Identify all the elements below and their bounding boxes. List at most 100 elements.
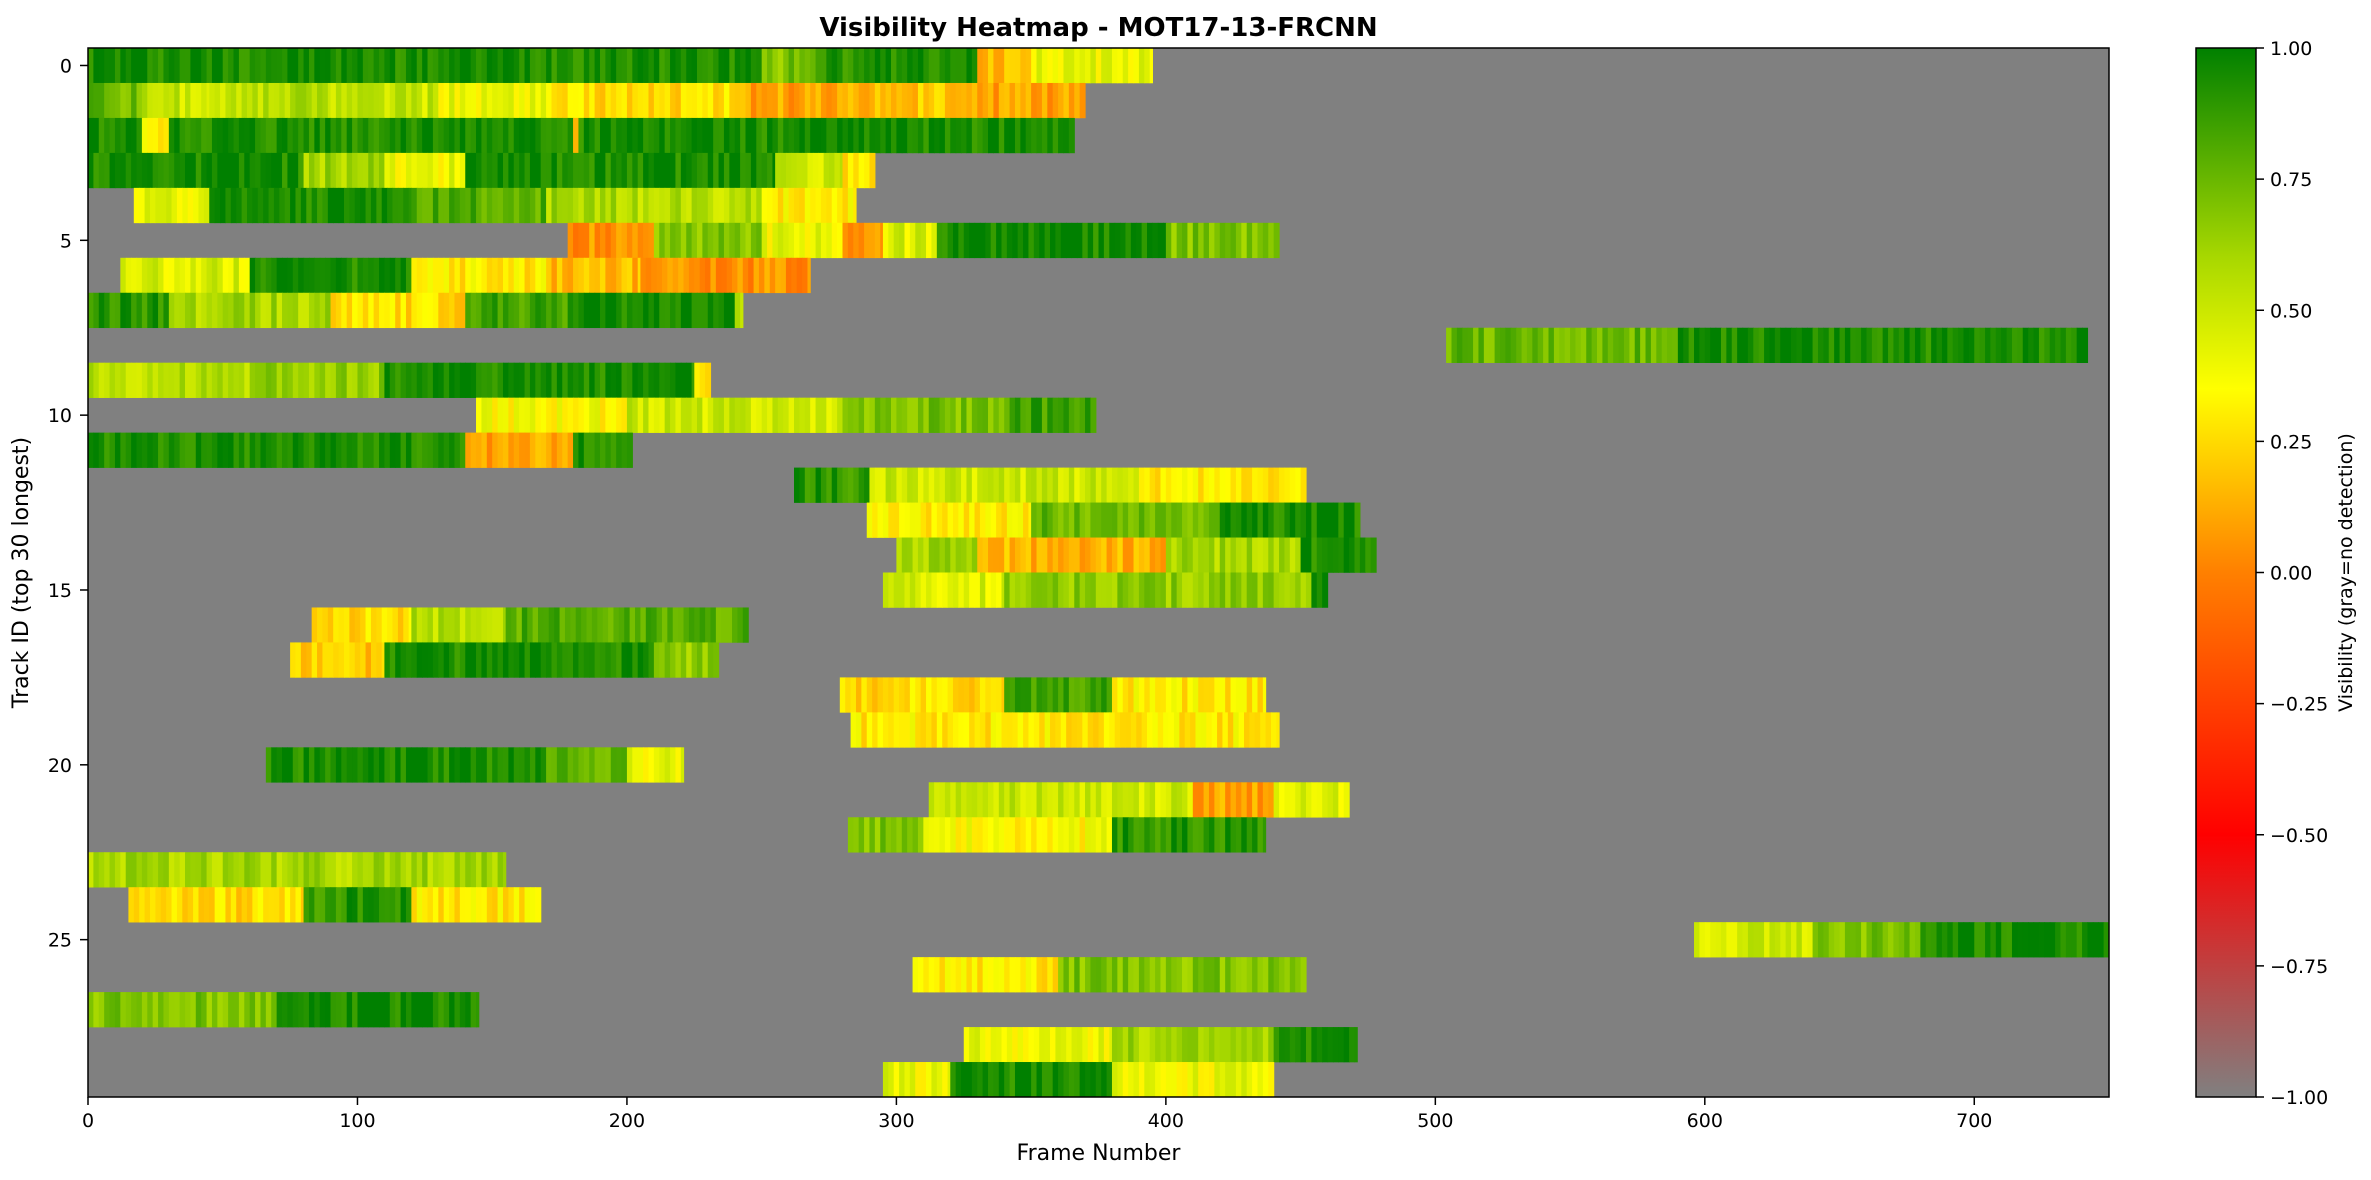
heatmap-cell (271, 292, 278, 329)
heatmap-cell (265, 432, 272, 468)
heatmap-cell (928, 467, 935, 503)
heatmap-cell (1114, 712, 1121, 748)
heatmap-cell (675, 747, 682, 783)
heatmap-cell (944, 817, 951, 853)
heatmap-cell (713, 117, 720, 154)
heatmap-cell (1017, 1027, 1024, 1063)
heatmap-cell (373, 48, 380, 84)
heatmap-cell (519, 887, 526, 923)
heatmap-cell (465, 887, 472, 923)
heatmap-cell (1023, 502, 1030, 538)
track-1-segment-6 (734, 82, 871, 119)
heatmap-cell (1117, 782, 1124, 818)
heatmap-cell (492, 187, 499, 224)
heatmap-cell (1235, 1027, 1242, 1063)
heatmap-cell (1343, 537, 1350, 573)
heatmap-cell (1114, 222, 1121, 259)
heatmap-cell (1085, 537, 1092, 573)
heatmap-cell (395, 117, 402, 154)
track-row-7 (88, 292, 744, 329)
heatmap-cell (109, 82, 116, 119)
heatmap-cell (114, 292, 121, 329)
heatmap-cell (492, 257, 499, 294)
heatmap-cell (1041, 397, 1048, 433)
heatmap-cell (643, 48, 650, 84)
heatmap-cell (847, 817, 854, 853)
heatmap-cell (481, 117, 488, 154)
heatmap-cell (1058, 82, 1065, 119)
heatmap-cell (1036, 1062, 1043, 1097)
heatmap-cell (1214, 537, 1221, 573)
heatmap-cell (217, 362, 224, 398)
heatmap-cell (1225, 467, 1232, 503)
heatmap-cell (346, 992, 353, 1028)
heatmap-cell (675, 397, 682, 433)
heatmap-cell (1068, 502, 1075, 538)
heatmap-cell (643, 82, 650, 119)
heatmap-cell (882, 502, 889, 538)
x-tick-label: 700 (1956, 1110, 1992, 1132)
heatmap-cell (1222, 712, 1229, 748)
heatmap-cell (1068, 817, 1075, 853)
heatmap-cell (885, 397, 892, 433)
heatmap-cell (610, 187, 617, 224)
heatmap-cell (543, 607, 550, 643)
heatmap-cell (998, 817, 1005, 853)
heatmap-cell (1332, 1027, 1339, 1063)
heatmap-cell (888, 222, 895, 259)
heatmap-cell (459, 432, 466, 468)
heatmap-cell (217, 292, 224, 329)
heatmap-cell (2006, 327, 2013, 363)
heatmap-cell (1866, 922, 1873, 958)
heatmap-cell (670, 362, 677, 398)
heatmap-cell (971, 817, 978, 853)
heatmap-cell (174, 852, 181, 888)
heatmap-cell (756, 222, 763, 259)
heatmap-cell (1133, 1062, 1140, 1097)
heatmap-cell (163, 257, 170, 294)
heatmap-cell (1262, 572, 1269, 608)
heatmap-cell (1985, 922, 1992, 958)
heatmap-cell (734, 48, 741, 84)
heatmap-cell (529, 117, 536, 154)
track-3-segment-3 (465, 152, 776, 189)
heatmap-cell (1020, 537, 1027, 573)
heatmap-cell (880, 82, 887, 119)
heatmap-cell (273, 187, 280, 224)
heatmap-cell (891, 817, 897, 853)
heatmap-cell (185, 432, 191, 468)
heatmap-cell (524, 82, 531, 119)
heatmap-cell (470, 852, 477, 888)
heatmap-cell (952, 712, 959, 748)
heatmap-cell (589, 362, 596, 398)
heatmap-cell (1270, 712, 1277, 748)
heatmap-cell (955, 467, 962, 503)
heatmap-cell (691, 82, 698, 119)
track-6-segment-1 (249, 257, 412, 294)
track-21-segment-2 (1192, 782, 1275, 818)
heatmap-cell (136, 152, 143, 189)
heatmap-cell (1284, 537, 1291, 573)
heatmap-cell (979, 712, 986, 748)
heatmap-cell (1165, 537, 1172, 573)
heatmap-cell (1093, 1027, 1100, 1063)
heatmap-cell (1079, 397, 1086, 433)
heatmap-cell (211, 432, 218, 468)
heatmap-cell (551, 257, 558, 294)
heatmap-cell (454, 642, 461, 678)
heatmap-cell (947, 677, 954, 713)
heatmap-cell (1241, 537, 1248, 573)
heatmap-cell (988, 48, 995, 84)
heatmap-cell (335, 152, 342, 189)
heatmap-cell (723, 222, 730, 259)
heatmap-cell (990, 572, 997, 608)
heatmap-cell (1489, 327, 1496, 363)
heatmap-cell (1262, 817, 1267, 853)
heatmap-cell (777, 397, 784, 433)
heatmap-cell (950, 537, 957, 573)
heatmap-cell (952, 572, 959, 608)
heatmap-cell (508, 257, 515, 294)
heatmap-cell (707, 397, 714, 433)
heatmap-cell (282, 992, 289, 1028)
heatmap-cell (1117, 48, 1124, 84)
